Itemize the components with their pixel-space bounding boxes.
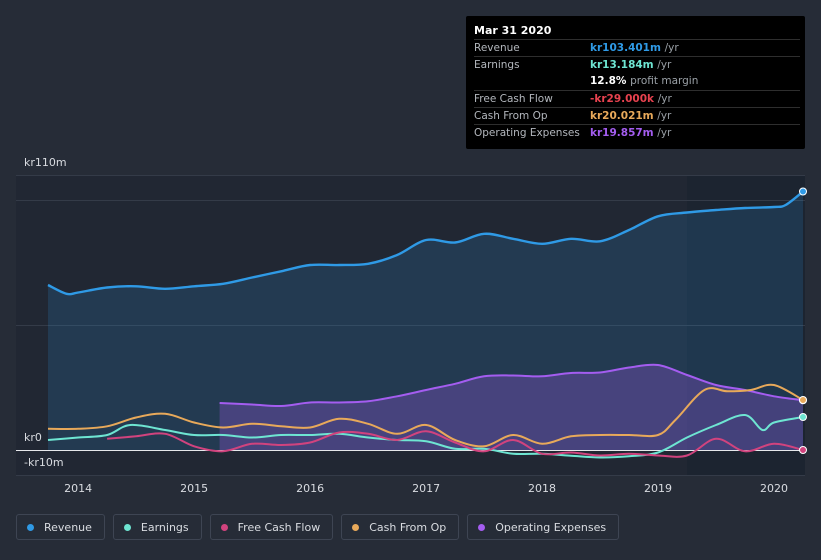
tooltip-label: Earnings [474, 59, 520, 71]
legend-item-earnings[interactable]: Earnings [112, 514, 202, 540]
tooltip-label: Free Cash Flow [474, 93, 553, 105]
x-tick-label: 2015 [180, 482, 208, 495]
tooltip-row-operating-expenses: Operating Expenses kr19.857m /yr [474, 124, 800, 142]
hover-tooltip: Mar 31 2020 Revenue kr103.401m /yr Earni… [466, 16, 805, 149]
x-tick-label: 2017 [412, 482, 440, 495]
legend-dot-icon [220, 523, 228, 531]
tooltip-label: Cash From Op [474, 110, 548, 122]
legend-dot-icon [27, 523, 34, 531]
tooltip-value: -kr29.000k /yr [590, 93, 672, 105]
tooltip-label: Revenue [474, 42, 520, 54]
y-tick-label: kr0 [24, 431, 42, 444]
series-line-free-cash-flow [106, 430, 804, 458]
legend-label: Earnings [140, 520, 189, 534]
x-tick-label: 2020 [760, 482, 788, 495]
tooltip-value: kr19.857m /yr [590, 127, 672, 139]
x-tick-label: 2014 [64, 482, 92, 495]
legend-item-revenue[interactable]: Revenue [16, 514, 105, 540]
legend-dot-icon [123, 523, 131, 531]
series-line-earnings [47, 413, 804, 459]
tooltip-label: Operating Expenses [474, 127, 580, 139]
tooltip-date: Mar 31 2020 [474, 24, 552, 37]
series-end-point-earnings [799, 413, 807, 421]
chart-legend: Revenue Earnings Free Cash Flow Cash Fro… [16, 514, 620, 540]
series-line-revenue [47, 190, 804, 296]
series-area-revenue [48, 191, 803, 450]
legend-label: Revenue [44, 520, 92, 534]
legend-dot-icon [352, 523, 360, 531]
tooltip-row-earnings: Earnings kr13.184m /yr [474, 56, 800, 74]
legend-item-operating-expenses[interactable]: Operating Expenses [467, 514, 620, 540]
x-tick-label: 2019 [644, 482, 672, 495]
tooltip-row-revenue: Revenue kr103.401m /yr [474, 39, 800, 57]
tooltip-row-cash-from-op: Cash From Op kr20.021m /yr [474, 107, 800, 125]
legend-label: Operating Expenses [495, 520, 607, 534]
series-line-operating-expenses [219, 363, 804, 408]
tooltip-value: 12.8% profit margin [590, 75, 699, 87]
y-tick-label: -kr10m [24, 456, 64, 469]
x-tick-label: 2018 [528, 482, 556, 495]
legend-item-cash-from-op[interactable]: Cash From Op [341, 514, 460, 540]
tooltip-value: kr13.184m /yr [590, 59, 672, 71]
series-end-point-revenue [799, 187, 807, 196]
y-tick-label: kr110m [24, 156, 67, 169]
legend-dot-icon [478, 523, 486, 531]
legend-label: Cash From Op [369, 520, 447, 534]
legend-item-free-cash-flow[interactable]: Free Cash Flow [209, 514, 334, 540]
series-line-cash-from-op [47, 383, 804, 448]
series-end-point-cash-from-op [799, 396, 807, 404]
tooltip-row-free-cash-flow: Free Cash Flow -kr29.000k /yr [474, 90, 800, 108]
tooltip-value: kr20.021m /yr [590, 110, 672, 122]
tooltip-row-profit-margin: 12.8% profit margin [474, 73, 800, 90]
series-end-point-free-cash-flow [799, 446, 807, 454]
x-tick-label: 2016 [296, 482, 324, 495]
legend-label: Free Cash Flow [237, 520, 321, 534]
series-area-operating-expenses [219, 364, 804, 450]
tooltip-value: kr103.401m /yr [590, 42, 679, 54]
